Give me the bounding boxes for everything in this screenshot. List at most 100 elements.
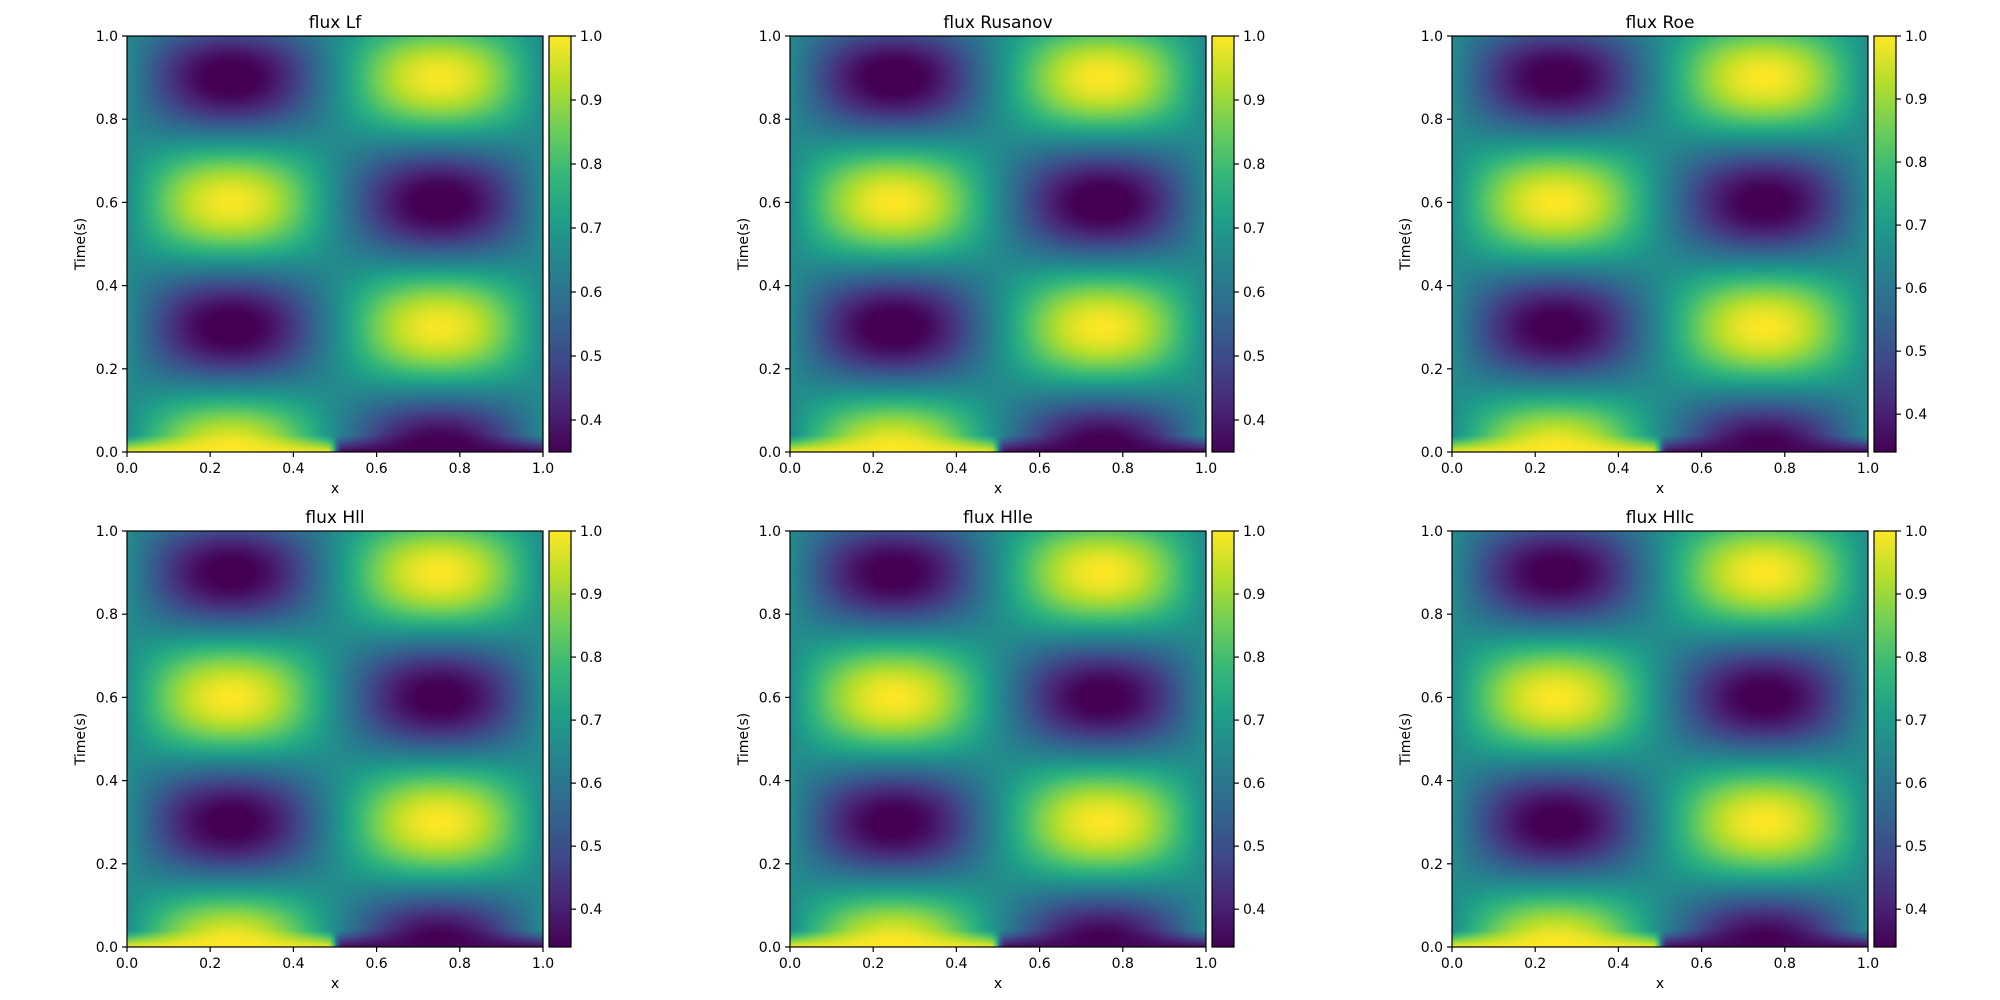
- y-tick-label: 1.0: [96, 524, 118, 540]
- x-tick-label: 1.0: [1195, 956, 1217, 972]
- colorbar-tick-label: 0.9: [1243, 587, 1265, 603]
- colorbar-tick-label: 1.0: [1243, 524, 1265, 540]
- colorbar-tick-label: 1.0: [1905, 29, 1927, 45]
- x-tick-label: 0.6: [1690, 461, 1712, 477]
- colorbar-tick-label: 0.7: [1243, 713, 1265, 729]
- heatmap-image: [127, 531, 543, 947]
- x-tick-label: 0.0: [1441, 461, 1463, 477]
- colorbar-tick-label: 0.8: [1905, 650, 1927, 666]
- colorbar-tick-label: 0.8: [580, 650, 602, 666]
- colorbar: 0.4 0.5 0.6 0.7 0.8 0.9 1.0: [1211, 29, 1265, 453]
- x-tick-label: 0.4: [945, 461, 967, 477]
- colorbar-gradient: [549, 531, 571, 947]
- colorbar-tick-label: 0.4: [1905, 407, 1927, 423]
- x-tick-label: 1.0: [532, 956, 554, 972]
- colorbar: 0.4 0.5 0.6 0.7 0.8 0.9 1.0: [1873, 524, 1927, 948]
- x-tick-label: 0.8: [449, 956, 471, 972]
- colorbar-tick-label: 0.6: [580, 285, 602, 301]
- axes-frame: [126, 35, 544, 453]
- heatmap-image: [790, 36, 1206, 452]
- colorbar-tick-label: 0.4: [1243, 413, 1265, 429]
- colorbar-tick-label: 1.0: [580, 524, 602, 540]
- x-axis-label: x: [331, 481, 339, 497]
- panel-title: flux Hlle: [963, 508, 1033, 528]
- colorbar: 0.4 0.5 0.6 0.7 0.8 0.9 1.0: [1211, 524, 1265, 948]
- y-tick-label: 0.0: [96, 445, 118, 461]
- x-tick-label: 0.6: [1028, 461, 1050, 477]
- x-tick-label: 0.2: [862, 461, 884, 477]
- y-tick-label: 0.6: [1421, 195, 1443, 211]
- y-tick-label: 1.0: [96, 29, 118, 45]
- colorbar-tick-label: 0.4: [580, 902, 602, 918]
- colorbar-tick-label: 0.5: [1243, 839, 1265, 855]
- x-tick-label: 0.0: [1441, 956, 1463, 972]
- axes-frame: [789, 530, 1207, 948]
- heatmap-image: [1452, 36, 1868, 452]
- x-tick-label: 0.2: [199, 461, 221, 477]
- colorbar-gradient: [1212, 36, 1234, 452]
- x-tick-label: 1.0: [1857, 956, 1879, 972]
- axes-frame: [126, 530, 544, 948]
- x-axis-label: x: [1656, 481, 1664, 497]
- colorbar-frame: [1873, 530, 1897, 948]
- colorbar-tick-label: 0.8: [580, 157, 602, 173]
- colorbar-frame: [548, 530, 572, 948]
- colorbar-tick-label: 0.7: [1905, 218, 1927, 234]
- panel-title: flux Lf: [309, 13, 362, 33]
- colorbar-tick-label: 0.8: [1243, 157, 1265, 173]
- y-tick-label: 0.4: [96, 774, 118, 790]
- colorbar-tick-label: 0.6: [1243, 285, 1265, 301]
- y-tick-label: 0.6: [759, 690, 781, 706]
- y-axis-label: Time(s): [736, 218, 752, 271]
- axes-frame: [1451, 35, 1869, 453]
- colorbar-tick-label: 0.7: [580, 221, 602, 237]
- y-tick-label: 0.6: [1421, 690, 1443, 706]
- y-tick-label: 0.6: [759, 195, 781, 211]
- y-tick-label: 0.6: [96, 690, 118, 706]
- y-tick-label: 0.6: [96, 195, 118, 211]
- y-tick-label: 1.0: [1421, 29, 1443, 45]
- y-tick-label: 0.0: [1421, 445, 1443, 461]
- y-tick-label: 0.4: [96, 279, 118, 295]
- colorbar-frame: [548, 35, 572, 453]
- x-tick-label: 0.4: [1607, 461, 1629, 477]
- colorbar-frame: [1211, 530, 1235, 948]
- x-axis-label: x: [994, 976, 1002, 992]
- colorbar: 0.4 0.5 0.6 0.7 0.8 0.9 1.0: [548, 29, 602, 453]
- y-tick-label: 0.2: [759, 362, 781, 378]
- x-tick-label: 0.2: [1524, 956, 1546, 972]
- colorbar-gradient: [549, 36, 571, 452]
- x-tick-label: 0.8: [449, 461, 471, 477]
- heatmap-image: [127, 36, 543, 452]
- y-tick-label: 0.8: [759, 112, 781, 128]
- y-tick-label: 1.0: [759, 29, 781, 45]
- y-tick-label: 0.2: [759, 857, 781, 873]
- y-tick-label: 1.0: [1421, 524, 1443, 540]
- colorbar-gradient: [1212, 531, 1234, 947]
- x-tick-label: 0.6: [365, 461, 387, 477]
- colorbar-tick-label: 0.4: [1243, 902, 1265, 918]
- colorbar-tick-label: 0.5: [1905, 839, 1927, 855]
- colorbar-tick-label: 0.9: [1905, 587, 1927, 603]
- colorbar-tick-label: 0.5: [1905, 344, 1927, 360]
- colorbar-tick-label: 0.6: [1905, 776, 1927, 792]
- colorbar-tick-label: 0.6: [1905, 281, 1927, 297]
- colorbar-tick-label: 0.6: [1243, 776, 1265, 792]
- x-tick-label: 0.8: [1774, 461, 1796, 477]
- y-axis-label: Time(s): [1398, 713, 1414, 766]
- x-tick-label: 0.0: [116, 461, 138, 477]
- axes-frame: [789, 35, 1207, 453]
- y-tick-label: 0.8: [96, 607, 118, 623]
- y-tick-label: 0.4: [1421, 279, 1443, 295]
- x-tick-label: 0.8: [1112, 461, 1134, 477]
- heatmap-image: [790, 531, 1206, 947]
- colorbar-frame: [1211, 35, 1235, 453]
- colorbar-tick-label: 0.8: [1243, 650, 1265, 666]
- colorbar-tick-label: 0.7: [1243, 221, 1265, 237]
- x-tick-label: 0.0: [779, 461, 801, 477]
- y-tick-label: 0.0: [759, 940, 781, 956]
- x-tick-label: 1.0: [532, 461, 554, 477]
